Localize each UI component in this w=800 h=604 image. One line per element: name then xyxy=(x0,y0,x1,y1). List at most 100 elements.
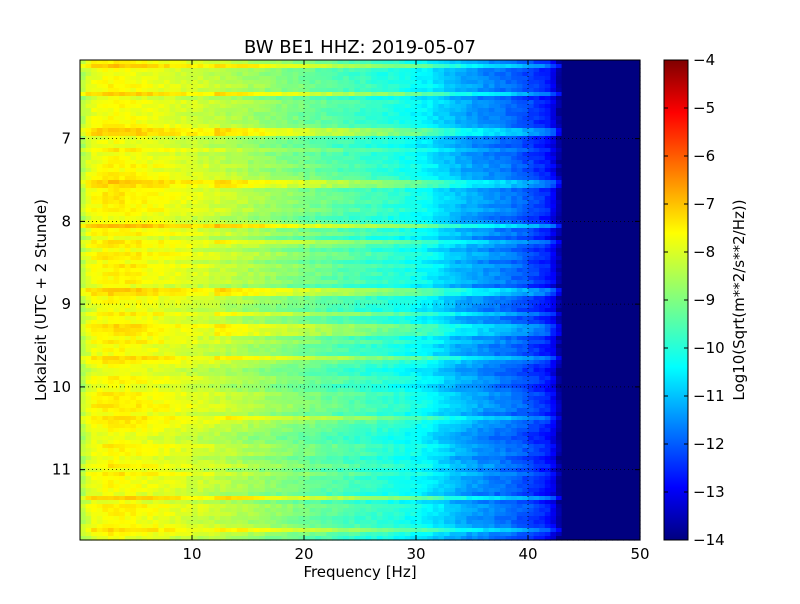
spectrogram-cell xyxy=(500,236,507,241)
spectrogram-cell xyxy=(427,72,434,77)
spectrogram-cell xyxy=(354,248,361,253)
spectrogram-cell xyxy=(634,128,641,133)
spectrogram-cell xyxy=(264,88,271,93)
spectrogram-cell xyxy=(320,64,327,69)
spectrogram-cell xyxy=(466,184,473,189)
spectrogram-cell xyxy=(354,84,361,89)
spectrogram-cell xyxy=(348,176,355,181)
spectrogram-cell xyxy=(220,212,227,217)
spectrogram-cell xyxy=(460,236,467,241)
spectrogram-cell xyxy=(337,232,344,237)
spectrogram-cell xyxy=(494,80,501,85)
spectrogram-cell xyxy=(516,168,523,173)
spectrogram-cell xyxy=(483,88,490,93)
spectrogram-cell xyxy=(80,140,87,145)
spectrogram-cell xyxy=(292,128,299,133)
spectrogram-cell xyxy=(444,140,451,145)
spectrogram-cell xyxy=(634,112,641,117)
spectrogram-cell xyxy=(556,184,563,189)
spectrogram-cell xyxy=(539,152,546,157)
spectrogram-cell xyxy=(332,188,339,193)
spectrogram-cell xyxy=(270,108,277,113)
spectrogram-cell xyxy=(617,88,624,93)
spectrogram-cell xyxy=(276,88,283,93)
spectrogram-cell xyxy=(208,208,215,213)
spectrogram-cell xyxy=(270,188,277,193)
spectrogram-cell xyxy=(264,192,271,197)
spectrogram-cell xyxy=(449,108,456,113)
spectrogram-cell xyxy=(578,180,585,185)
spectrogram-cell xyxy=(158,200,165,205)
spectrogram-cell xyxy=(80,176,87,181)
spectrogram-cell xyxy=(365,212,372,217)
spectrogram-cell xyxy=(578,64,585,69)
spectrogram-cell xyxy=(606,144,613,149)
spectrogram-cell xyxy=(348,120,355,125)
spectrogram-cell xyxy=(365,64,372,69)
spectrogram-cell xyxy=(483,84,490,89)
spectrogram-cell xyxy=(427,144,434,149)
spectrogram-cell xyxy=(466,232,473,237)
spectrogram-cell xyxy=(186,60,193,65)
spectrogram-cell xyxy=(180,252,187,257)
spectrogram-cell xyxy=(208,132,215,137)
spectrogram-cell xyxy=(80,144,87,149)
spectrogram-cell xyxy=(169,188,176,193)
spectrogram-cell xyxy=(477,64,484,69)
spectrogram-cell xyxy=(550,252,557,257)
spectrogram-cell xyxy=(152,124,159,129)
spectrogram-cell xyxy=(197,252,204,257)
spectrogram-cell xyxy=(584,108,591,113)
spectrogram-cell xyxy=(175,132,182,137)
spectrogram-cell xyxy=(354,140,361,145)
spectrogram-cell xyxy=(483,252,490,257)
spectrogram-cell xyxy=(141,64,148,69)
spectrogram-cell xyxy=(197,184,204,189)
spectrogram-cell xyxy=(455,208,462,213)
spectrogram-cell xyxy=(449,232,456,237)
spectrogram-cell xyxy=(169,236,176,241)
spectrogram-cell xyxy=(623,172,630,177)
spectrogram-cell xyxy=(444,64,451,69)
spectrogram-cell xyxy=(124,256,131,261)
spectrogram-cell xyxy=(186,92,193,97)
spectrogram-cell xyxy=(332,112,339,117)
spectrogram-cell xyxy=(292,160,299,165)
spectrogram-cell xyxy=(309,104,316,109)
spectrogram-cell xyxy=(236,248,243,253)
spectrogram-cell xyxy=(108,108,115,113)
spectrogram-cell xyxy=(623,136,630,141)
spectrogram-cell xyxy=(248,180,255,185)
spectrogram-cell xyxy=(572,124,579,129)
spectrogram-cell xyxy=(460,140,467,145)
spectrogram-cell xyxy=(572,140,579,145)
spectrogram-cell xyxy=(528,84,535,89)
spectrogram-cell xyxy=(606,60,613,65)
spectrogram-cell xyxy=(567,92,574,97)
spectrogram-cell xyxy=(584,120,591,125)
spectrogram-cell xyxy=(584,232,591,237)
spectrogram-cell xyxy=(371,68,378,73)
spectrogram-cell xyxy=(264,128,271,133)
spectrogram-cell xyxy=(253,140,260,145)
spectrogram-cell xyxy=(276,208,283,213)
spectrogram-cell xyxy=(197,144,204,149)
spectrogram-cell xyxy=(511,156,518,161)
spectrogram-cell xyxy=(152,88,159,93)
spectrogram-cell xyxy=(578,108,585,113)
spectrogram-cell xyxy=(102,96,109,101)
spectrogram-cell xyxy=(438,220,445,225)
spectrogram-cell xyxy=(578,96,585,101)
spectrogram-cell xyxy=(460,128,467,133)
spectrogram-cell xyxy=(572,88,579,93)
spectrogram-cell xyxy=(108,148,115,153)
spectrogram-cell xyxy=(169,144,176,149)
spectrogram-cell xyxy=(220,244,227,249)
spectrogram-cell xyxy=(141,76,148,81)
spectrogram-cell xyxy=(332,208,339,213)
spectrogram-cell xyxy=(124,152,131,157)
spectrogram-cell xyxy=(91,200,98,205)
spectrogram-cell xyxy=(236,88,243,93)
spectrogram-cell xyxy=(175,152,182,157)
spectrogram-cell xyxy=(606,240,613,245)
